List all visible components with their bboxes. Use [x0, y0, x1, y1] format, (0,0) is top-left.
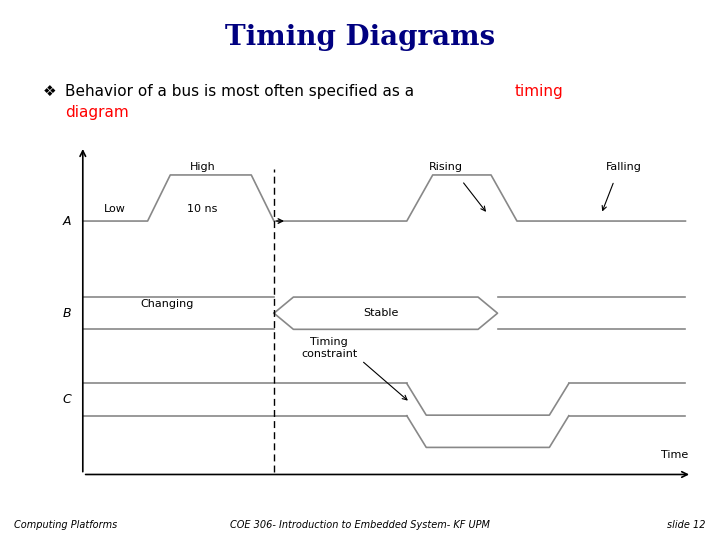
- Text: Changing: Changing: [140, 299, 194, 308]
- Text: diagram: diagram: [65, 105, 129, 120]
- Text: COE 306- Introduction to Embedded System- KF UPM: COE 306- Introduction to Embedded System…: [230, 520, 490, 530]
- Text: ❖: ❖: [43, 84, 57, 99]
- Text: timing: timing: [515, 84, 564, 99]
- Text: Time: Time: [662, 450, 688, 460]
- Text: Stable: Stable: [363, 308, 399, 318]
- Text: Rising: Rising: [428, 162, 463, 172]
- Text: Falling: Falling: [606, 162, 642, 172]
- Text: Behavior of a bus is most often specified as a: Behavior of a bus is most often specifie…: [65, 84, 419, 99]
- Text: A: A: [63, 214, 71, 227]
- Text: slide 12: slide 12: [667, 520, 706, 530]
- Text: Timing Diagrams: Timing Diagrams: [225, 24, 495, 51]
- Text: Timing
constraint: Timing constraint: [301, 337, 357, 359]
- Text: B: B: [63, 307, 71, 320]
- Text: 10 ns: 10 ns: [187, 204, 218, 214]
- Text: Computing Platforms: Computing Platforms: [14, 520, 117, 530]
- Text: High: High: [190, 162, 215, 172]
- Text: C: C: [62, 393, 71, 406]
- Text: Low: Low: [104, 204, 126, 214]
